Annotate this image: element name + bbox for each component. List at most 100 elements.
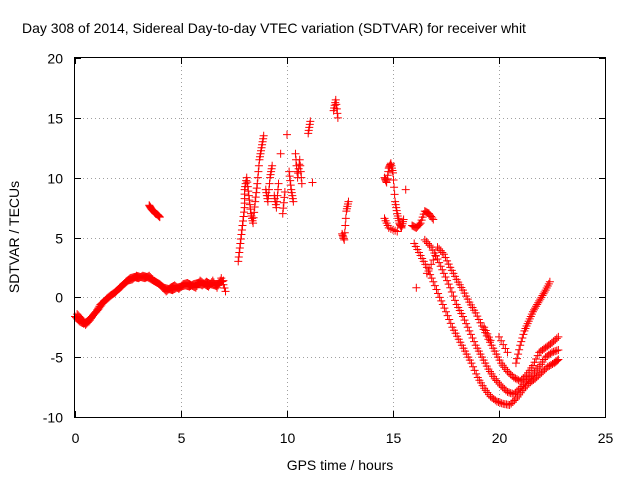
data-point — [297, 179, 306, 188]
data-point — [296, 161, 305, 170]
x-axis-title: GPS time / hours — [287, 457, 394, 473]
data-point — [238, 221, 247, 230]
data-point — [341, 214, 350, 223]
data-point — [344, 197, 353, 206]
data-point — [498, 361, 507, 370]
data-point — [443, 276, 452, 285]
axis-ticks — [75, 58, 606, 418]
data-point — [155, 212, 164, 221]
data-point — [149, 276, 158, 285]
data-point — [186, 280, 195, 289]
data-point — [286, 181, 295, 190]
y-tick-label: 0 — [55, 290, 63, 306]
data-point — [546, 349, 555, 358]
data-point — [274, 179, 283, 188]
data-point — [332, 100, 341, 109]
data-point — [540, 287, 549, 296]
data-point — [251, 197, 260, 206]
data-point — [243, 178, 252, 187]
data-point — [533, 300, 542, 309]
data-point — [108, 290, 117, 299]
data-point — [340, 235, 349, 244]
data-point — [380, 214, 389, 223]
data-point — [436, 246, 445, 255]
chart-title: Day 308 of 2014, Sidereal Day-to-day VTE… — [22, 20, 526, 36]
data-point — [422, 269, 431, 278]
data-point — [447, 287, 456, 296]
data-point — [243, 182, 252, 191]
data-point — [383, 171, 392, 180]
data-point — [519, 330, 528, 339]
data-point — [549, 347, 558, 356]
data-point — [244, 191, 253, 200]
y-tick-label: 20 — [47, 51, 63, 67]
data-point — [440, 304, 449, 313]
data-point — [144, 272, 153, 281]
data-point — [219, 280, 228, 289]
data-point — [483, 329, 492, 338]
data-point — [296, 167, 305, 176]
data-point — [289, 197, 298, 206]
data-point — [438, 248, 447, 257]
data-point — [389, 225, 397, 234]
data-point — [252, 184, 261, 193]
y-axis-title: SDTVAR / TECUs — [6, 181, 22, 293]
data-point — [105, 291, 114, 300]
data-point — [481, 328, 490, 337]
x-tick-label: 5 — [178, 430, 186, 446]
data-point — [552, 334, 561, 343]
data-point — [530, 358, 539, 367]
data-point — [331, 95, 340, 104]
data-point — [490, 374, 499, 383]
data-point — [279, 198, 288, 207]
data-point — [166, 283, 175, 292]
data-point — [411, 223, 420, 232]
data-point — [553, 356, 562, 365]
y-tick-label: -10 — [43, 410, 63, 426]
data-point — [516, 341, 525, 350]
data-point — [449, 292, 458, 301]
data-point — [492, 397, 501, 406]
y-tick-label: 5 — [55, 231, 63, 247]
data-point — [486, 336, 495, 345]
data-point — [401, 185, 410, 194]
data-point — [427, 274, 436, 283]
data-point — [473, 312, 482, 321]
data-point — [495, 332, 503, 341]
data-point — [199, 279, 208, 288]
data-point — [156, 281, 165, 290]
data-point — [142, 273, 151, 282]
data-point — [458, 312, 467, 321]
data-point — [474, 315, 483, 324]
data-point — [514, 350, 523, 359]
data-point — [252, 188, 261, 197]
data-point — [279, 204, 288, 213]
data-point — [415, 220, 424, 229]
data-point — [234, 257, 243, 266]
data-point — [517, 337, 526, 346]
data-point — [386, 224, 395, 233]
x-tick-label: 15 — [386, 430, 402, 446]
y-tick-label: 10 — [47, 171, 63, 187]
data-point — [433, 255, 442, 264]
data-point — [514, 376, 523, 385]
data-point — [382, 178, 391, 187]
data-point — [548, 348, 556, 357]
data-point — [541, 286, 550, 295]
data-point — [435, 293, 444, 302]
data-point — [249, 219, 258, 228]
data-point — [422, 237, 431, 246]
data-point — [479, 325, 488, 334]
data-point — [246, 205, 255, 214]
data-point — [130, 273, 139, 282]
data-point — [389, 176, 398, 185]
data-point — [390, 183, 399, 192]
data-point — [272, 203, 281, 212]
data-point — [236, 234, 245, 243]
data-point — [391, 226, 400, 235]
data-point — [466, 330, 475, 339]
data-point — [503, 348, 512, 357]
x-tick-label: 0 — [72, 430, 80, 446]
data-point — [515, 345, 524, 354]
data-point — [250, 208, 259, 217]
